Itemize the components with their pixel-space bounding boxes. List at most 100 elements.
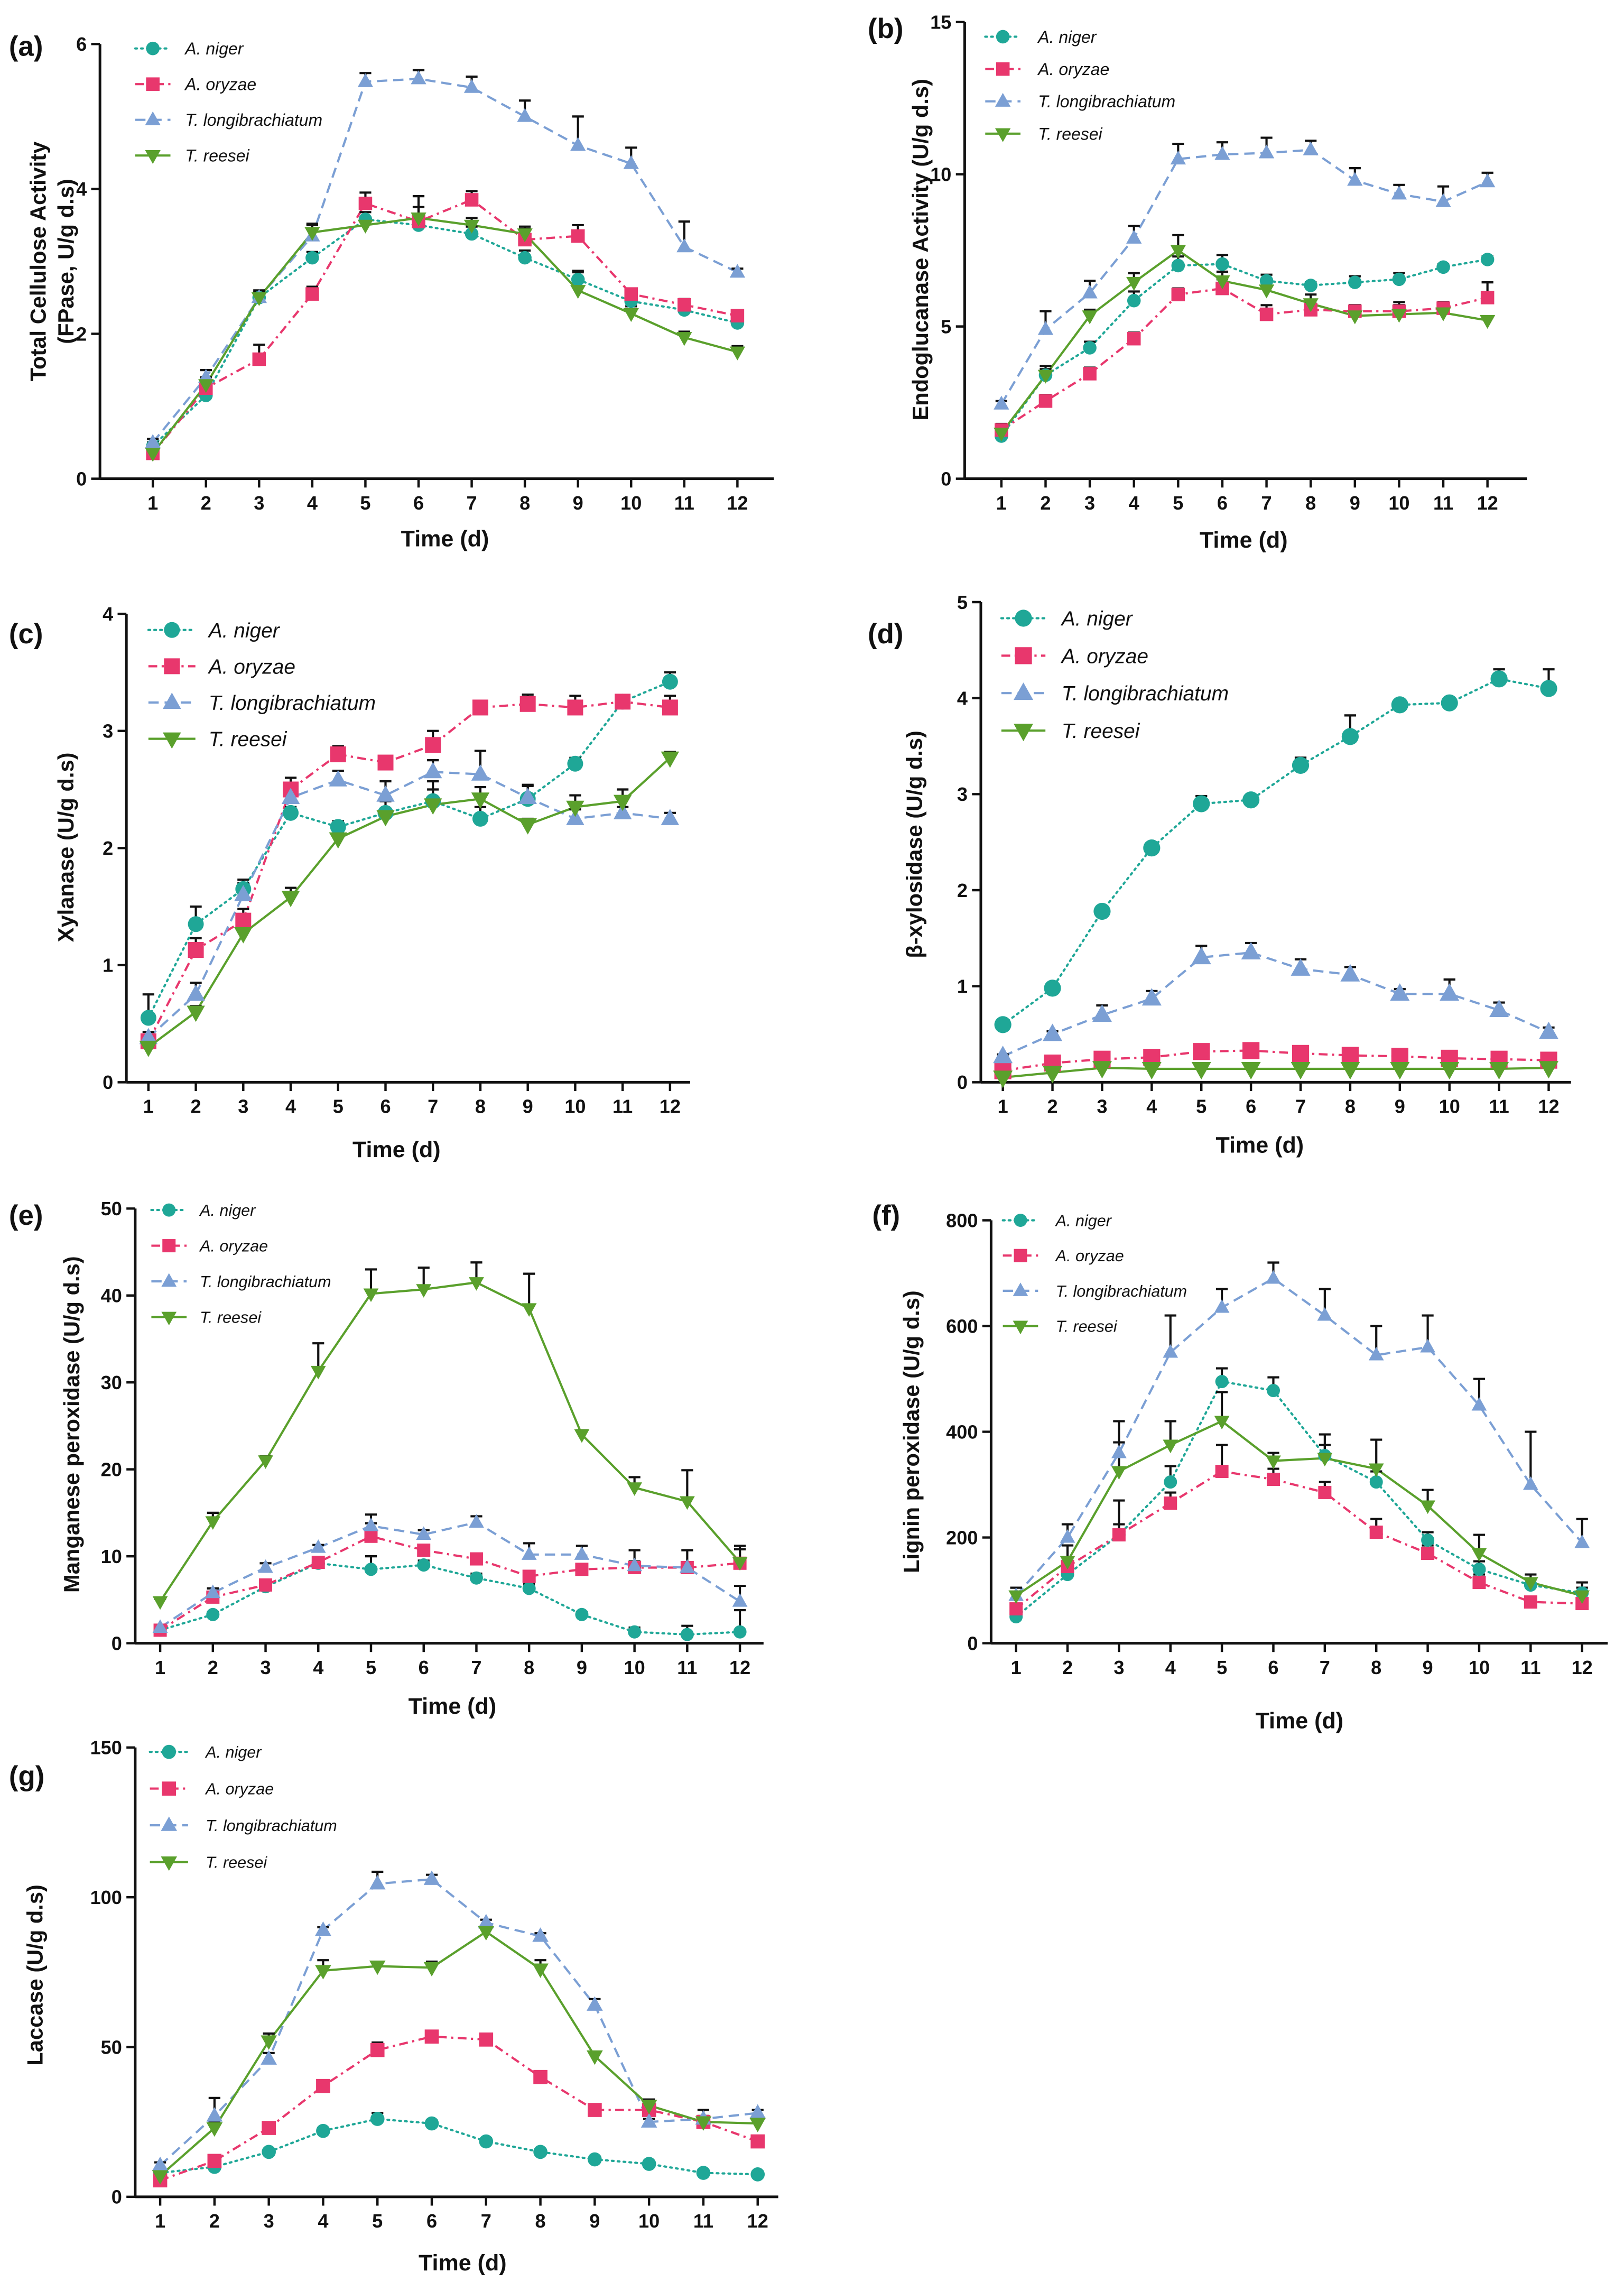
data-point-t-longibrachiatum bbox=[1126, 229, 1142, 244]
data-point-t-reesei bbox=[613, 794, 632, 811]
data-point-a-niger bbox=[1259, 274, 1274, 288]
legend-label: T. reesei bbox=[209, 728, 287, 751]
data-point-t-reesei bbox=[304, 227, 320, 241]
data-point-a-oryzae bbox=[370, 2043, 385, 2057]
x-tick-label: 4 bbox=[1129, 492, 1139, 514]
data-point-a-niger bbox=[1441, 694, 1458, 712]
data-point-t-reesei bbox=[198, 379, 214, 393]
legend-label: T. longibrachiatum bbox=[1038, 92, 1175, 111]
data-point-t-reesei bbox=[1170, 245, 1186, 259]
data-point-a-niger bbox=[1369, 1475, 1383, 1489]
y-tick-label: 600 bbox=[946, 1315, 978, 1337]
x-tick-label: 9 bbox=[523, 1096, 533, 1117]
legend: A. niger A. oryzae T. longibrachiatum T. re… bbox=[150, 1202, 331, 1327]
y-tick-label: 0 bbox=[103, 1071, 113, 1093]
data-point-t-longibrachiatum bbox=[993, 1046, 1013, 1064]
x-tick-label: 5 bbox=[1217, 1657, 1227, 1678]
x-tick-label: 3 bbox=[254, 492, 264, 514]
legend-marker-t-reesei bbox=[995, 128, 1011, 142]
legend-item-t-reesei: T. reesei bbox=[151, 1309, 262, 1327]
series-line-t-reesei bbox=[159, 1930, 758, 2177]
data-point-a-niger bbox=[1193, 795, 1210, 812]
y-tick-label: 400 bbox=[946, 1421, 978, 1443]
x-tick-label: 4 bbox=[307, 492, 318, 514]
legend-item-t-longibrachiatum: T. longibrachiatum bbox=[1003, 1282, 1187, 1300]
data-point-t-reesei bbox=[570, 285, 586, 299]
legend-item-a-oryzae: A. oryzae bbox=[150, 1780, 274, 1798]
data-point-a-oryzae bbox=[1171, 288, 1185, 301]
series-line-t-longibrachiatum bbox=[159, 1521, 741, 1629]
data-point-t-reesei bbox=[1082, 310, 1098, 325]
data-point-a-niger bbox=[424, 2116, 439, 2131]
data-point-t-reesei bbox=[206, 2122, 223, 2137]
legend-marker-t-longibrachiatum bbox=[995, 93, 1011, 107]
x-axis-title: Time (d) bbox=[401, 526, 489, 551]
x-tick-label: 3 bbox=[1084, 492, 1095, 514]
legend-marker-a-niger bbox=[162, 1744, 177, 1759]
legend-item-a-oryzae: A. oryzae bbox=[1001, 645, 1148, 668]
data-point-a-niger bbox=[662, 673, 678, 690]
data-point-t-longibrachiatum bbox=[423, 762, 442, 779]
legend-item-t-reesei: T. reesei bbox=[135, 146, 250, 165]
data-point-t-longibrachiatum bbox=[261, 2050, 277, 2065]
data-point-t-reesei bbox=[679, 1496, 695, 1510]
x-tick-label: 10 bbox=[638, 2210, 660, 2232]
legend-item-t-reesei: T. reesei bbox=[985, 124, 1103, 143]
legend-marker-a-niger bbox=[1014, 1214, 1027, 1227]
data-point-a-niger bbox=[283, 805, 299, 821]
data-point-t-reesei bbox=[471, 792, 490, 809]
data-point-a-oryzae bbox=[425, 737, 441, 753]
series-line-a-oryzae bbox=[160, 2035, 758, 2182]
data-point-t-longibrachiatum bbox=[994, 395, 1009, 410]
y-tick-label: 6 bbox=[76, 33, 87, 55]
x-tick-label: 1 bbox=[996, 492, 1007, 514]
panel-label: (g) bbox=[9, 1761, 44, 1792]
legend-item-t-longibrachiatum: T. longibrachiatum bbox=[135, 110, 322, 130]
y-tick-label: 10 bbox=[930, 163, 951, 185]
data-point-a-oryzae bbox=[305, 287, 319, 301]
y-tick-label: 3 bbox=[103, 720, 113, 742]
data-point-t-reesei bbox=[1258, 284, 1275, 299]
data-point-a-oryzae bbox=[472, 699, 488, 716]
x-tick-label: 2 bbox=[208, 1657, 218, 1678]
data-point-a-oryzae bbox=[662, 699, 678, 716]
x-tick-label: 3 bbox=[238, 1096, 248, 1117]
data-point-a-niger bbox=[567, 755, 583, 772]
data-point-t-longibrachiatum bbox=[1111, 1444, 1127, 1458]
data-point-t-longibrachiatum bbox=[1347, 172, 1363, 186]
data-point-a-niger bbox=[1392, 272, 1406, 287]
x-tick-label: 2 bbox=[191, 1096, 201, 1117]
data-point-a-oryzae bbox=[1193, 1043, 1210, 1060]
data-point-a-oryzae bbox=[1242, 1042, 1260, 1059]
data-point-a-oryzae bbox=[252, 352, 266, 366]
data-point-t-longibrachiatum bbox=[729, 264, 746, 278]
data-point-t-reesei bbox=[749, 2118, 766, 2132]
legend: A. niger A. oryzae T. longibrachiatum T. re… bbox=[984, 27, 1175, 143]
y-tick-label: 150 bbox=[90, 1737, 122, 1759]
data-point-t-reesei bbox=[993, 1070, 1013, 1088]
x-tick-label: 4 bbox=[313, 1657, 323, 1678]
data-point-a-niger bbox=[571, 272, 585, 287]
data-point-t-reesei bbox=[423, 798, 442, 815]
data-point-t-longibrachiatum bbox=[1163, 1344, 1178, 1358]
data-point-a-oryzae bbox=[311, 1556, 325, 1569]
data-point-a-oryzae bbox=[1038, 394, 1053, 408]
data-point-t-longibrachiatum bbox=[1435, 193, 1451, 207]
x-tick-label: 12 bbox=[1572, 1657, 1593, 1678]
x-tick-label: 12 bbox=[1538, 1096, 1559, 1117]
legend: A. niger A. oryzae T. longibrachiatum T. re… bbox=[1001, 1212, 1187, 1336]
data-point-a-niger bbox=[1490, 670, 1508, 688]
data-point-t-reesei bbox=[1435, 307, 1451, 321]
data-point-a-niger bbox=[696, 2166, 711, 2180]
x-axis-title: Time (d) bbox=[419, 2250, 507, 2276]
y-tick-label: 30 bbox=[101, 1372, 122, 1393]
series-line-a-niger bbox=[1000, 258, 1489, 438]
data-point-a-oryzae bbox=[750, 2134, 765, 2149]
y-axis-title: Laccase (U/g d.s) bbox=[23, 1884, 48, 2066]
data-point-a-niger bbox=[140, 1010, 156, 1026]
data-point-a-oryzae bbox=[188, 942, 204, 958]
